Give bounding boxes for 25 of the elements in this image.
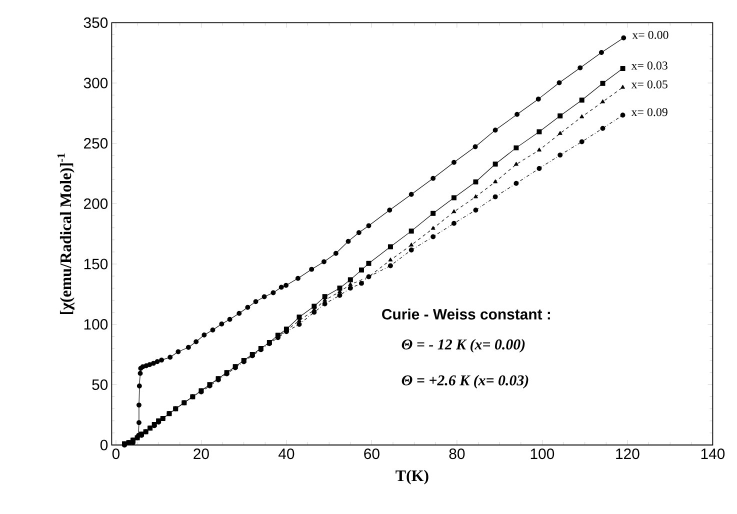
annotation: Θ = +2.6 K (x= 0.03) <box>402 374 528 388</box>
x-tick-label: 80 <box>449 448 465 460</box>
x-tick-label: 40 <box>278 448 294 460</box>
series-label: x= 0.05 <box>631 80 668 88</box>
y-tick-label: 250 <box>84 138 108 149</box>
y-tick-label: 100 <box>84 319 108 330</box>
y-tick-label: 300 <box>84 78 108 88</box>
x-tick-label: 20 <box>194 448 209 460</box>
series-label: x= 0.00 <box>632 30 668 39</box>
x-tick-label: 100 <box>530 448 554 460</box>
x-tick-label: 140 <box>701 448 725 460</box>
y-tick-label: 200 <box>84 198 108 209</box>
series-label: x= 0.03 <box>631 61 668 70</box>
annotation: Θ = - 12 K (x= 0.00) <box>402 338 525 353</box>
annotation: Curie - Weiss constant : <box>382 308 550 320</box>
y-tick-label: 0 <box>100 440 108 450</box>
x-tick-label: 60 <box>364 448 380 460</box>
y-tick-label: 150 <box>84 258 108 270</box>
x-tick-label: 120 <box>616 448 640 460</box>
y-tick-label: 50 <box>92 379 108 390</box>
x-axis-title: T(K) <box>396 470 428 484</box>
y-axis-title: [χ(emu/Radical Mole)]$^{-1}$ <box>57 154 74 314</box>
x-tick-label: 0 <box>112 448 120 460</box>
series-label: x= 0.09 <box>631 108 668 116</box>
y-tick-label: 350 <box>84 17 108 28</box>
